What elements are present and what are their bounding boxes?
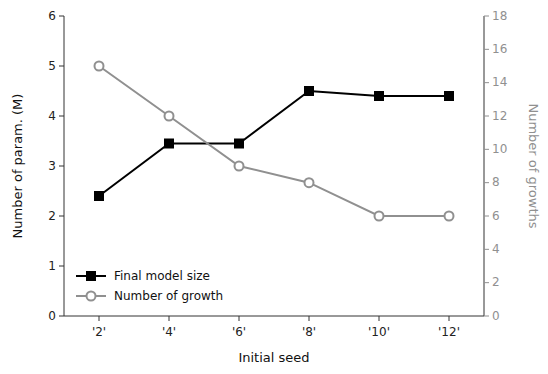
marker <box>305 87 314 96</box>
marker <box>445 212 454 221</box>
y-tick-label: 3 <box>48 159 56 173</box>
marker <box>375 92 384 101</box>
marker <box>87 292 96 301</box>
x-tick <box>169 316 170 321</box>
marker <box>165 112 174 121</box>
y-tick <box>59 116 64 117</box>
y-tick-label: 6 <box>48 9 56 23</box>
y-tick-label: 2 <box>48 209 56 223</box>
y2-tick <box>484 49 489 50</box>
marker <box>235 139 244 148</box>
x-axis-label: Initial seed <box>238 350 309 365</box>
y2-tick-label: 12 <box>492 109 507 123</box>
marker <box>95 192 104 201</box>
x-tick <box>379 316 380 321</box>
y-tick <box>59 266 64 267</box>
marker <box>305 178 314 187</box>
marker <box>375 212 384 221</box>
y2-tick-label: 16 <box>492 42 507 56</box>
y2-tick <box>484 316 489 317</box>
y-tick-label: 0 <box>48 309 56 323</box>
y-axis-label: Number of param. (M) <box>10 94 25 239</box>
y2-tick-label: 10 <box>492 142 507 156</box>
y2-tick <box>484 82 489 83</box>
y2-tick-label: 0 <box>492 309 500 323</box>
y-tick <box>59 316 64 317</box>
y-tick-label: 5 <box>48 59 56 73</box>
y2-tick <box>484 116 489 117</box>
legend: Final model size Number of growth <box>76 269 223 303</box>
y2-tick <box>484 249 489 250</box>
x-tick-label: '8' <box>302 325 316 339</box>
y2-tick-label: 2 <box>492 275 500 289</box>
plot-area <box>95 62 454 221</box>
x-tick-label: '4' <box>162 325 176 339</box>
legend-label: Final model size <box>114 269 210 283</box>
y-tick-label: 1 <box>48 259 56 273</box>
y2-tick <box>484 182 489 183</box>
y2-axis-line <box>484 16 485 316</box>
x-tick-label: '6' <box>232 325 246 339</box>
y2-tick-label: 14 <box>492 75 507 89</box>
marker <box>445 92 454 101</box>
y-tick <box>59 166 64 167</box>
x-tick <box>449 316 450 321</box>
x-tick-label: '2' <box>92 325 106 339</box>
marker <box>235 162 244 171</box>
x-tick <box>309 316 310 321</box>
y2-tick <box>484 16 489 17</box>
x-tick <box>239 316 240 321</box>
y2-tick-label: 6 <box>492 209 500 223</box>
y-tick <box>59 66 64 67</box>
y2-tick <box>484 149 489 150</box>
y2-tick-label: 18 <box>492 9 507 23</box>
y2-tick-label: 4 <box>492 242 500 256</box>
y2-tick <box>484 216 489 217</box>
y-tick-label: 4 <box>48 109 56 123</box>
x-axis-line <box>64 316 484 317</box>
legend-label: Number of growth <box>114 289 223 303</box>
y2-axis-label: Number of growths <box>526 103 541 228</box>
x-tick-label: '10' <box>368 325 390 339</box>
marker <box>87 272 96 281</box>
y-tick <box>59 16 64 17</box>
marker <box>95 62 104 71</box>
y2-tick <box>484 282 489 283</box>
y2-tick-label: 8 <box>492 175 500 189</box>
series-line <box>99 66 449 216</box>
marker <box>165 139 174 148</box>
chart: 0123456024681012141618'2''4''6''8''10''1… <box>0 0 548 374</box>
x-tick <box>99 316 100 321</box>
y-tick <box>59 216 64 217</box>
x-tick-label: '12' <box>438 325 460 339</box>
series-line <box>99 91 449 196</box>
